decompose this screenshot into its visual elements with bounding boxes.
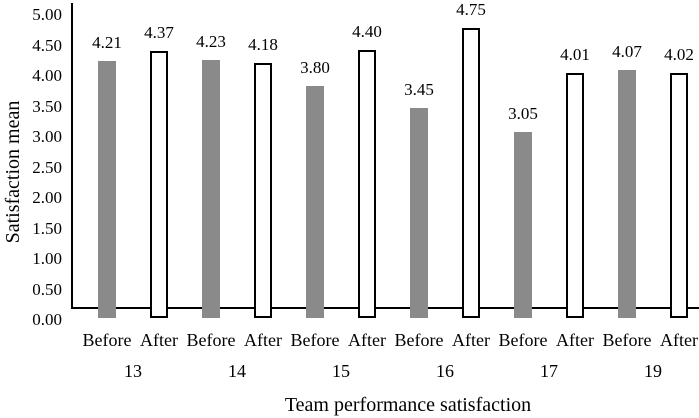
bar-value-label-before-19: 4.07 bbox=[612, 42, 642, 61]
y-tick-1.00: 1.00 bbox=[32, 249, 62, 268]
category-label-after-15: After bbox=[348, 330, 386, 350]
category-label-before-19: Before bbox=[602, 330, 652, 350]
group-label-17: 17 bbox=[540, 361, 558, 381]
bar-value-label-before-17: 3.05 bbox=[508, 104, 538, 123]
bar-value-label-before-13: 4.21 bbox=[92, 33, 122, 52]
y-tick-0.00: 0.00 bbox=[32, 310, 62, 329]
bar-after-15 bbox=[358, 50, 376, 318]
category-label-before-16: Before bbox=[394, 330, 444, 350]
bar-before-15 bbox=[306, 86, 324, 318]
bar-after-16 bbox=[462, 28, 480, 318]
bar-value-label-before-14: 4.23 bbox=[196, 32, 226, 51]
bar-value-label-after-14: 4.18 bbox=[248, 35, 278, 54]
bar-after-17 bbox=[566, 73, 584, 318]
x-axis-line bbox=[71, 307, 699, 309]
category-label-after-14: After bbox=[244, 330, 282, 350]
bar-before-13 bbox=[98, 61, 116, 318]
y-tick-2.50: 2.50 bbox=[32, 157, 62, 177]
y-tick-4.50: 4.50 bbox=[32, 35, 62, 55]
bar-after-19 bbox=[670, 73, 688, 318]
bar-value-label-before-16: 3.45 bbox=[404, 80, 434, 99]
group-label-16: 16 bbox=[436, 361, 454, 381]
bar-after-14 bbox=[254, 63, 272, 318]
bar-after-13 bbox=[150, 51, 168, 318]
category-label-before-15: Before bbox=[290, 330, 340, 350]
bar-value-label-before-15: 3.80 bbox=[300, 58, 330, 77]
bar-before-19 bbox=[618, 70, 636, 318]
bar-before-14 bbox=[202, 60, 220, 318]
bar-before-16 bbox=[410, 108, 428, 318]
bar-value-label-after-15: 4.40 bbox=[352, 22, 382, 41]
bar-before-17 bbox=[514, 132, 532, 318]
y-tick-4.00: 4.00 bbox=[32, 66, 62, 85]
y-tick-2.00: 2.00 bbox=[32, 188, 62, 207]
category-label-after-13: After bbox=[140, 330, 178, 350]
group-label-13: 13 bbox=[124, 361, 142, 381]
category-label-after-19: After bbox=[660, 330, 698, 350]
y-tick-5.00: 5.00 bbox=[32, 5, 62, 24]
category-label-after-17: After bbox=[556, 330, 594, 350]
y-tick-0.50: 0.50 bbox=[32, 279, 62, 299]
category-label-after-16: After bbox=[452, 330, 490, 350]
y-tick-3.00: 3.00 bbox=[32, 127, 62, 146]
category-label-before-13: Before bbox=[82, 330, 132, 350]
bar-value-label-after-13: 4.37 bbox=[144, 23, 174, 42]
y-axis-line bbox=[71, 3, 73, 308]
y-tick-1.50: 1.50 bbox=[32, 218, 62, 238]
y-tick-3.50: 3.50 bbox=[32, 96, 62, 116]
group-label-14: 14 bbox=[228, 361, 246, 381]
bar-value-label-after-19: 4.02 bbox=[664, 45, 694, 64]
bar-value-label-after-17: 4.01 bbox=[560, 45, 590, 64]
category-label-before-14: Before bbox=[186, 330, 236, 350]
group-label-15: 15 bbox=[332, 361, 350, 381]
group-label-19: 19 bbox=[644, 361, 662, 381]
bar-value-label-after-16: 4.75 bbox=[456, 0, 486, 19]
x-axis-title: Team performance satisfaction bbox=[284, 394, 532, 416]
category-label-before-17: Before bbox=[498, 330, 548, 350]
